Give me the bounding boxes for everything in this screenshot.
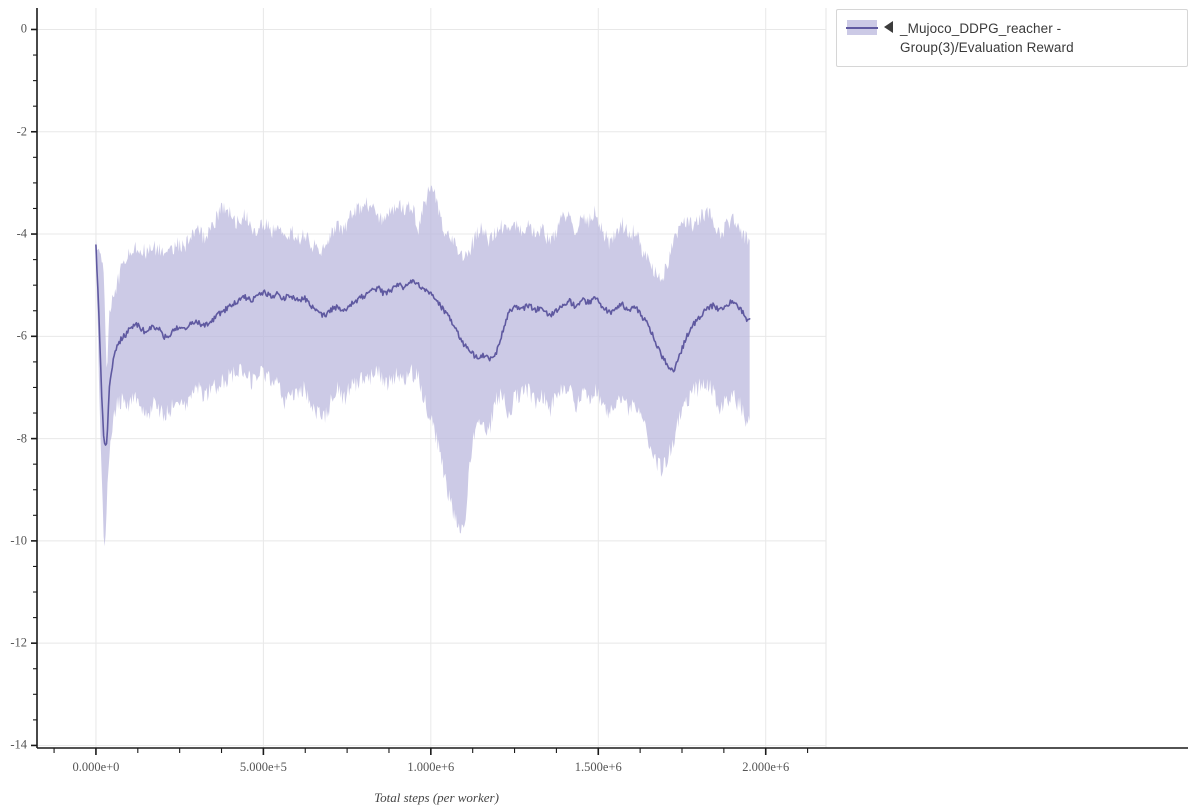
legend-entry-label: _Mujoco_DDPG_reacher - Group(3)/Evaluati… bbox=[900, 21, 1074, 55]
y-tick-label: -10 bbox=[10, 533, 27, 548]
y-tick-label: -12 bbox=[10, 635, 27, 650]
y-tick-label: -4 bbox=[16, 226, 27, 241]
chart-legend[interactable]: _Mujoco_DDPG_reacher - Group(3)/Evaluati… bbox=[836, 9, 1188, 67]
axis-ticks bbox=[31, 28, 809, 755]
x-axis-title: Total steps (per worker) bbox=[374, 790, 499, 805]
x-tick-label: 1.500e+6 bbox=[574, 760, 622, 774]
legend-swatch bbox=[846, 20, 878, 35]
y-tick-label: 0 bbox=[20, 21, 27, 36]
x-tick-label: 0.000e+0 bbox=[72, 760, 120, 774]
x-tick-label: 2.000e+6 bbox=[742, 760, 790, 774]
y-tick-label: -2 bbox=[16, 124, 27, 139]
x-tick-label: 1.000e+6 bbox=[407, 760, 455, 774]
left-triangle-icon bbox=[884, 21, 893, 33]
x-tick-label: 5.000e+5 bbox=[239, 760, 287, 774]
legend-line-swatch bbox=[846, 27, 878, 29]
y-tick-label: -6 bbox=[16, 328, 27, 343]
confidence-band bbox=[95, 185, 750, 547]
y-tick-label: -14 bbox=[10, 737, 27, 752]
data-line bbox=[95, 244, 751, 446]
y-tick-label: -8 bbox=[16, 431, 27, 446]
